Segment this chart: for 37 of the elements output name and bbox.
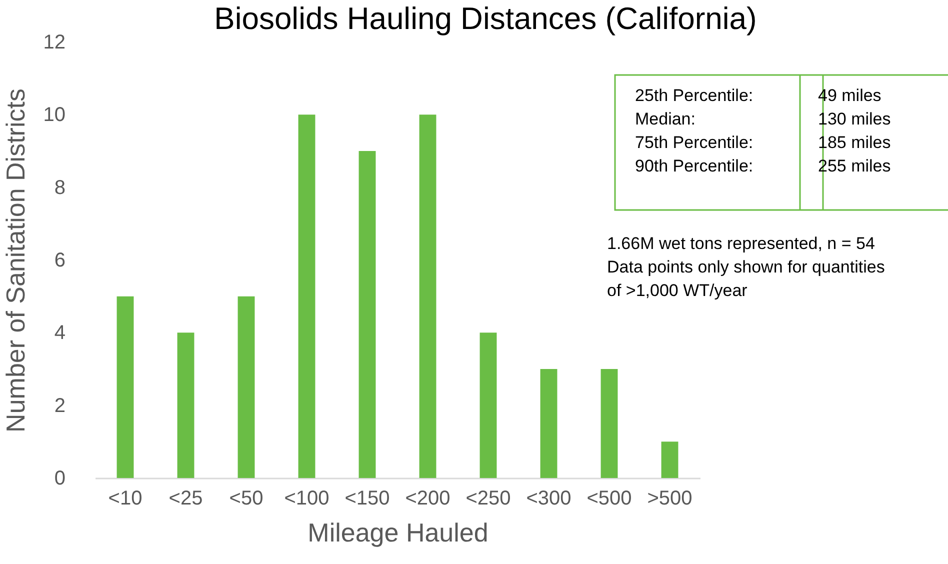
- x-tick-label: <25: [168, 488, 203, 510]
- bar: [298, 114, 316, 478]
- chart-title: Biosolids Hauling Distances (California): [214, 1, 757, 36]
- y-tick-label: 12: [43, 32, 66, 54]
- annotation: 25th Percentile:: [635, 86, 754, 105]
- y-tick-label: 4: [54, 322, 66, 344]
- bar: [238, 296, 255, 478]
- annotation: Data points only shown for quantities: [607, 258, 885, 276]
- x-tick-label: <500: [586, 488, 632, 510]
- bar: [177, 332, 194, 478]
- x-tick-label: <150: [344, 488, 390, 510]
- bar: [480, 332, 497, 478]
- annotation: 75th Percentile:: [635, 133, 754, 152]
- annotation: of >1,000 WT/year: [607, 281, 748, 300]
- x-tick-label: <250: [466, 488, 511, 510]
- x-tick-label: <200: [405, 488, 450, 510]
- y-tick-label: 8: [54, 176, 66, 199]
- y-tick-label: 10: [43, 104, 66, 126]
- x-axis-title: Mileage Hauled: [308, 518, 488, 548]
- bar: [116, 296, 134, 478]
- bar: [540, 369, 558, 478]
- x-tick-label: <300: [526, 488, 572, 510]
- annotation: 90th Percentile:: [635, 156, 754, 176]
- bar: [600, 369, 618, 478]
- bar: [358, 151, 376, 478]
- annotation: 1.66M wet tons represented, n = 54: [607, 234, 875, 253]
- y-tick-label: 0: [54, 468, 66, 490]
- bar: [419, 114, 436, 478]
- x-tick-label: >500: [647, 488, 692, 510]
- annotation: Median:: [635, 110, 696, 128]
- y-tick-label: 2: [54, 394, 66, 417]
- x-tick-label: <50: [229, 488, 264, 510]
- y-axis-title: Number of Sanitation Districts: [0, 88, 30, 432]
- x-tick-label: <10: [108, 488, 142, 510]
- x-tick-label: <100: [284, 488, 330, 510]
- bar: [661, 442, 678, 478]
- y-tick-label: 6: [54, 250, 66, 272]
